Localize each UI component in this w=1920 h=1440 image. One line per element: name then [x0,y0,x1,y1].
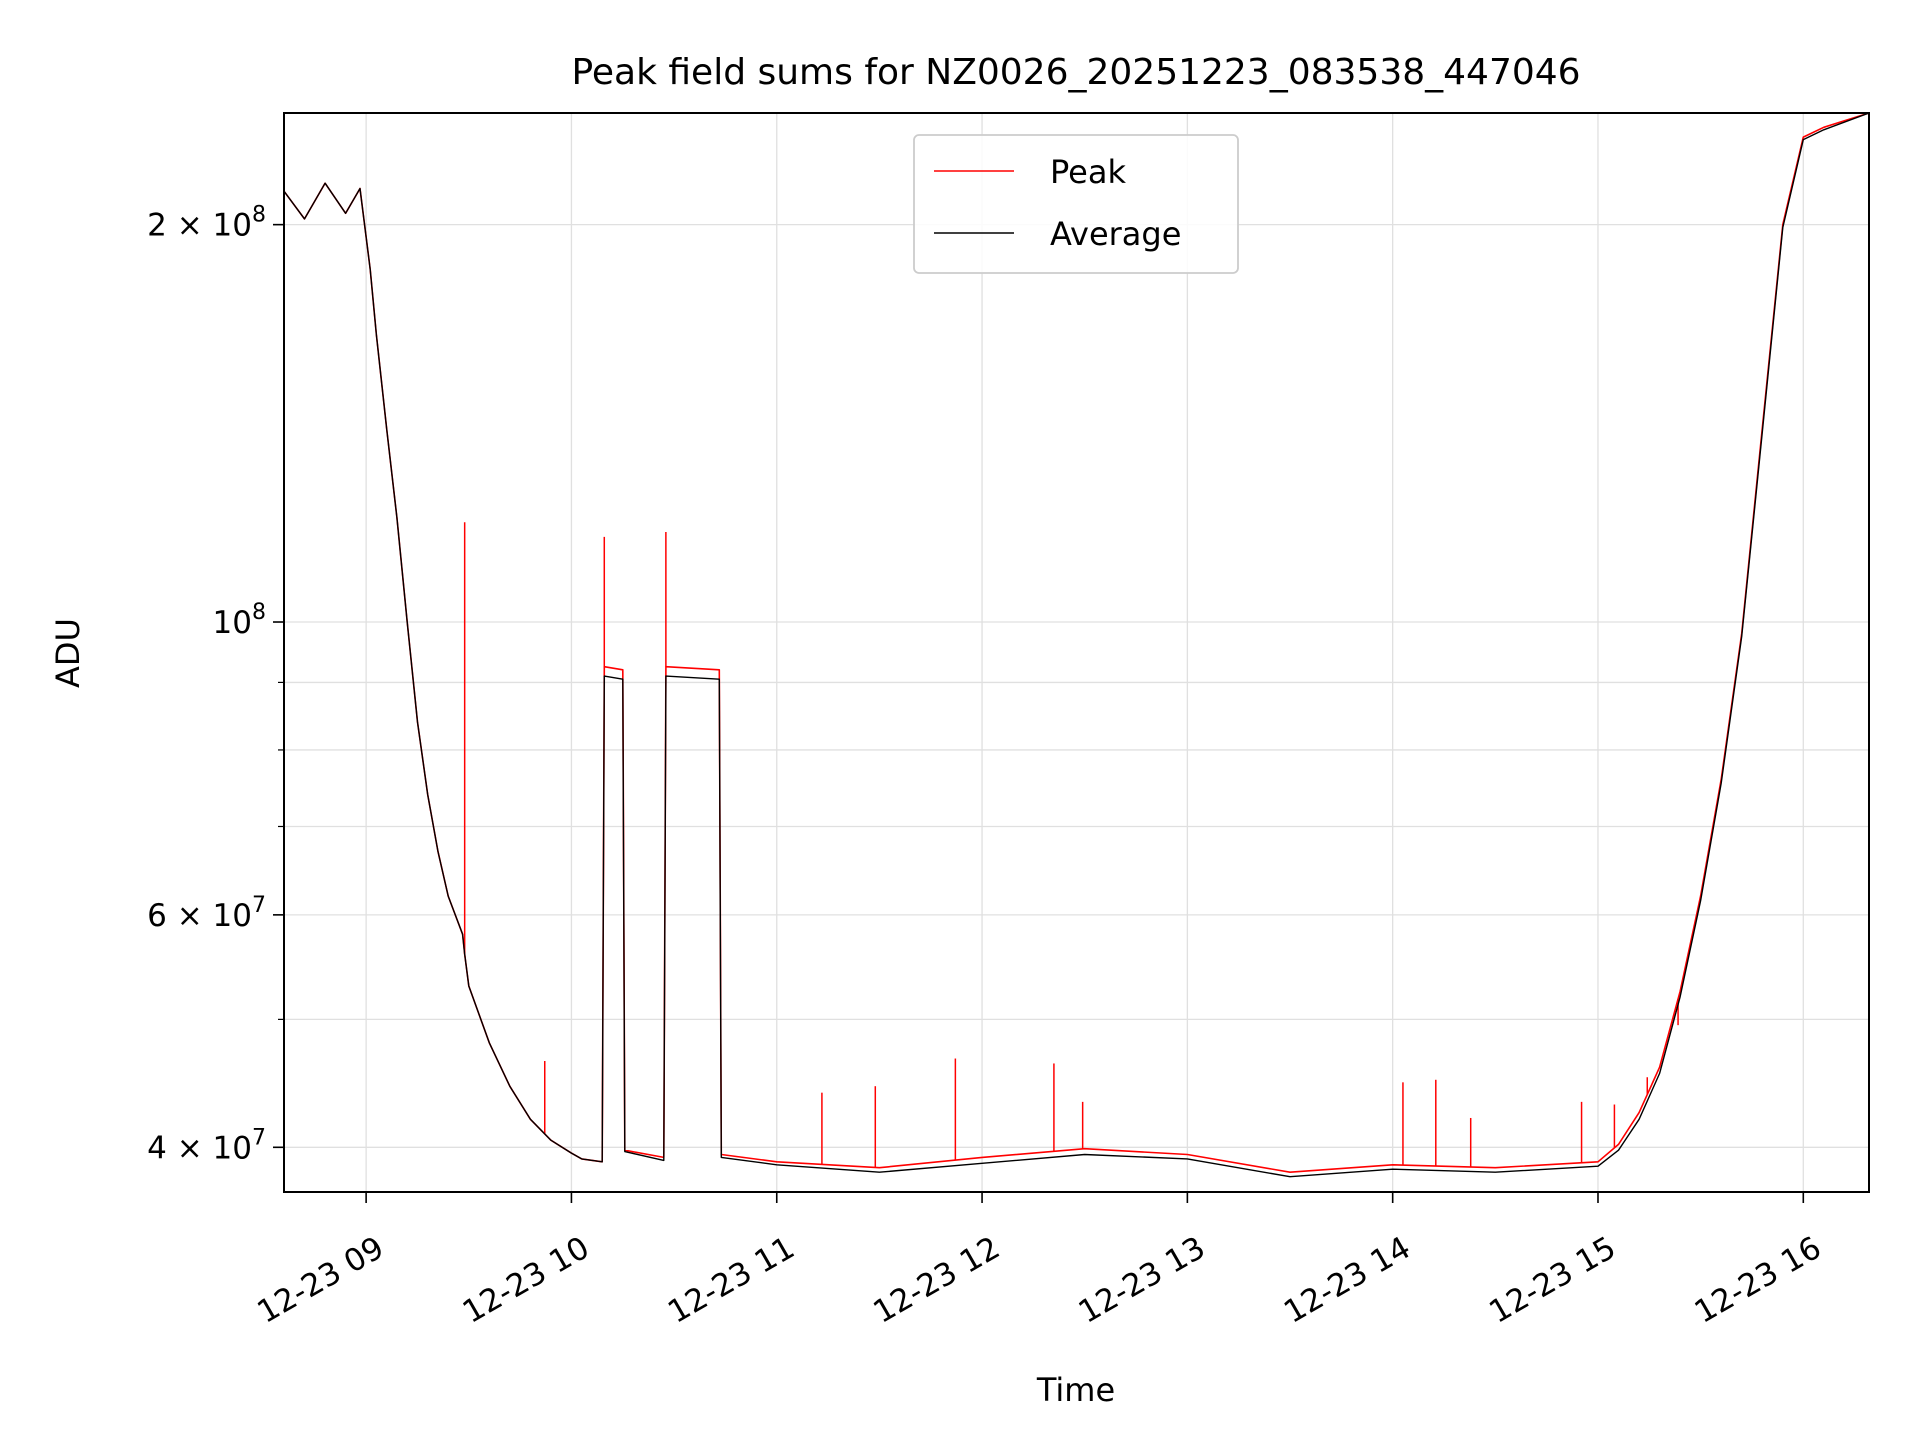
y-tick-label: 2 × 108 [147,203,266,244]
chart-title: Peak field sums for NZ0026_20251223_0835… [571,52,1580,93]
axis-ticks: 12-23 09 12-23 10 12-23 11 12-23 12 12-23 13… [147,203,1827,1331]
x-tick-label: 12-23 11 [662,1230,801,1331]
legend-box [913,134,1239,274]
y-tick-label: 108 [213,600,266,641]
y-tick-label: 6 × 107 [147,893,266,934]
y-tick-label: 4 × 107 [147,1125,266,1166]
x-tick-label: 12-23 15 [1483,1230,1622,1331]
x-tick-label: 12-23 09 [251,1230,390,1331]
grid-lines [284,113,1869,1192]
x-axis-label: Time [1036,1371,1115,1409]
x-tick-label: 12-23 12 [867,1230,1006,1331]
legend-average-label: Average [1050,215,1181,253]
average-series-line [284,113,1869,1178]
x-tick-label: 12-23 13 [1073,1230,1212,1331]
plot-area-frame [283,112,1870,1193]
x-tick-label: 12-23 10 [457,1230,596,1331]
x-tick-label: 12-23 16 [1689,1230,1828,1331]
legend-peak-label: Peak [1050,153,1126,191]
y-axis-label: ADU [49,618,87,688]
series-lines [284,113,1869,1178]
x-tick-label: 12-23 14 [1278,1230,1417,1331]
legend: Peak Average [913,134,1239,274]
